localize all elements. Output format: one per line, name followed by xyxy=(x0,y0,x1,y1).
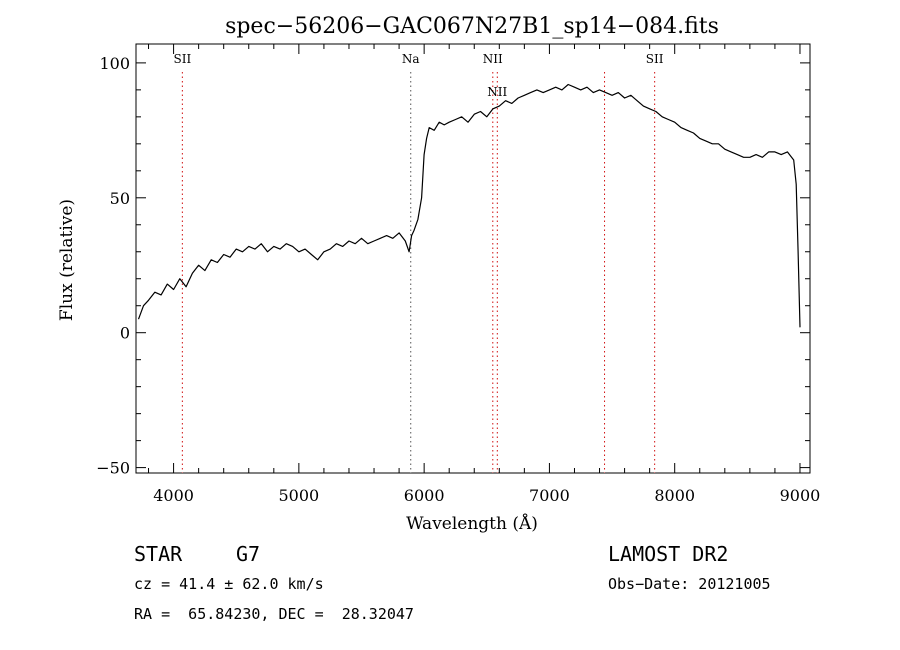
x-tick-label: 5000 xyxy=(279,486,320,505)
y-tick-label: 100 xyxy=(99,54,130,73)
spectral-line-label: NII xyxy=(483,52,503,66)
coordinates-text: RA = 65.84230, DEC = 28.32047 xyxy=(134,605,414,623)
x-tick-label: 8000 xyxy=(654,486,695,505)
spectral-line-label: NII xyxy=(487,85,507,99)
plot-frame xyxy=(135,43,811,474)
x-tick-label: 7000 xyxy=(529,486,570,505)
y-tick-label: 50 xyxy=(110,189,130,208)
y-tick-label: −50 xyxy=(96,459,130,478)
y-axis-label: Flux (relative) xyxy=(57,199,77,321)
x-tick-label: 4000 xyxy=(153,486,194,505)
x-axis-label: Wavelength (Å) xyxy=(406,513,538,534)
spectral-line-label: SII xyxy=(174,52,192,66)
observation-date: Obs−Date: 20121005 xyxy=(608,575,771,593)
survey-name: LAMOST DR2 xyxy=(608,542,729,566)
spectral-line-label: Na xyxy=(402,52,420,66)
object-subclass: G7 xyxy=(236,542,261,566)
chart-title: spec−56206−GAC067N27B1_sp14−084.fits xyxy=(225,14,719,39)
x-tick-label: 9000 xyxy=(780,486,821,505)
redshift-text: cz = 41.4 ± 62.0 km/s xyxy=(134,575,324,593)
y-tick-label: 0 xyxy=(120,324,130,343)
x-tick-label: 6000 xyxy=(404,486,445,505)
spectral-line-label: SII xyxy=(646,52,664,66)
object-type: STAR xyxy=(134,542,183,566)
spectrum-line xyxy=(137,83,801,328)
plot-area: 4000 5000 6000 7000 8000 9000 −50 0 50 100 SII Na NI… xyxy=(96,43,821,505)
